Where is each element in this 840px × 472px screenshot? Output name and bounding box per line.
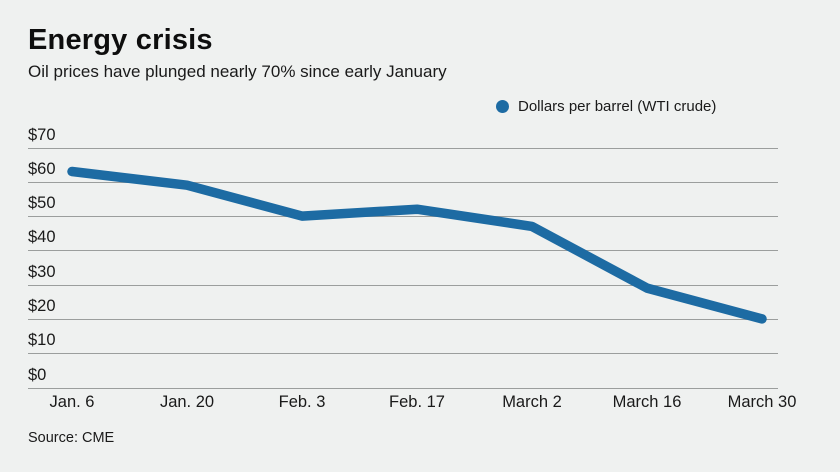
gridline	[28, 387, 778, 389]
y-tick-label: $30	[28, 262, 56, 281]
legend: Dollars per barrel (WTI crude)	[496, 98, 716, 115]
x-tick-label: March 16	[612, 393, 682, 411]
y-tick-label: $50	[28, 194, 56, 213]
gridline	[28, 216, 778, 218]
source-note: Source: CME	[28, 430, 115, 446]
gridline	[28, 250, 778, 252]
x-tick-label: Jan. 6	[49, 393, 95, 411]
y-tick-label: $0	[28, 365, 47, 384]
y-tick-label: $20	[28, 296, 56, 315]
gridline	[28, 318, 778, 320]
y-tick-label: $70	[28, 125, 56, 144]
y-tick-label: $40	[28, 228, 56, 247]
gridline	[28, 284, 778, 286]
x-tick-label: Feb. 17	[389, 393, 445, 411]
legend-label: Dollars per barrel (WTI crude)	[518, 98, 717, 115]
y-tick-label: $60	[28, 159, 56, 178]
legend-dot-icon	[496, 100, 509, 113]
page-title: Energy crisis	[28, 24, 213, 56]
x-tick-label: Jan. 20	[159, 393, 215, 411]
y-tick-label: $10	[28, 331, 56, 350]
gridline	[28, 147, 778, 149]
x-tick-label: March 30	[727, 393, 797, 411]
gridline	[28, 353, 778, 355]
chart-subtitle: Oil prices have plunged nearly 70% since…	[28, 62, 447, 81]
x-tick-label: Feb. 3	[278, 393, 326, 411]
gridline	[28, 181, 778, 183]
price-line	[67, 166, 767, 324]
x-tick-label: March 2	[502, 393, 562, 411]
